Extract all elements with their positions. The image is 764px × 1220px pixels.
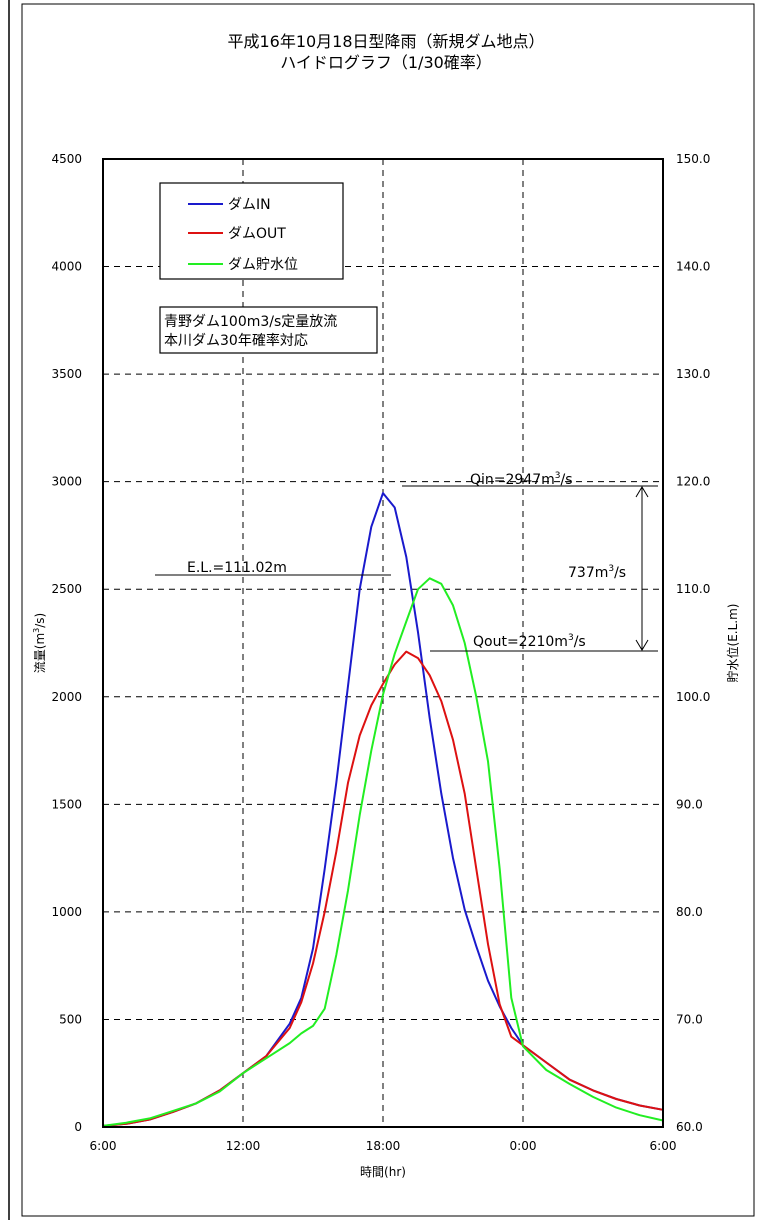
y-left-tick-label: 1500 [51, 797, 82, 811]
y-left-tick-label: 2000 [51, 690, 82, 704]
y-right-tick-label: 80.0 [676, 905, 703, 919]
plot-area-border [102, 158, 664, 1128]
y-left-tick-label: 3000 [51, 475, 82, 489]
el-annotation: E.L.=111.02m [187, 560, 287, 576]
y-left-tick-label: 0 [74, 1120, 82, 1134]
series-line-water-level [102, 577, 664, 1127]
y-left-tick-label: 4000 [51, 260, 82, 274]
qin-annotation: Qin=2947m3/s [470, 471, 573, 488]
x-tick-label: 18:00 [366, 1139, 401, 1153]
y-axis-label-left: 流量(m3/s) [32, 613, 47, 673]
y-left-tick-labels: 0 500 1000 1500 2000 2500 3000 3500 4000 4500 [51, 152, 82, 1134]
x-axis-label: 時間(hr) [360, 1165, 406, 1179]
info-box-line2: 本川ダム30年確率対応 [164, 332, 308, 349]
legend: ダムIN ダムOUT ダム貯水位 [159, 182, 344, 280]
info-box-line1: 青野ダム100m3/s定量放流 [164, 314, 337, 330]
x-tick-label: 0:00 [510, 1139, 537, 1153]
difference-arrow-head-down [635, 639, 649, 651]
difference-arrow-head-up [635, 486, 649, 498]
x-tick-label: 6:00 [90, 1139, 117, 1153]
info-box: 青野ダム100m3/s定量放流 本川ダム30年確率対応 [159, 306, 378, 354]
y-left-tick-label: 500 [59, 1012, 82, 1026]
y-axis-label-right: 貯水位(E.L.m) [725, 604, 740, 683]
legend-label-out: ダムOUT [228, 226, 286, 242]
outer-frame [21, 3, 755, 1217]
legend-label-in: ダムIN [228, 197, 271, 213]
y-right-tick-label: 70.0 [676, 1012, 703, 1026]
x-tick-label: 6:00 [650, 1139, 677, 1153]
y-right-tick-label: 150.0 [676, 152, 710, 166]
y-left-tick-label: 3500 [51, 367, 82, 381]
y-left-tick-label: 1000 [51, 905, 82, 919]
y-right-tick-label: 140.0 [676, 260, 710, 274]
y-left-tick-label: 2500 [51, 582, 82, 596]
y-left-tick-label: 4500 [51, 152, 82, 166]
qout-annotation: Qout=2210m3/s [473, 633, 586, 650]
chart-title-line2: ハイドログラフ（1/30確率） [280, 53, 492, 72]
info-box-frame [159, 306, 378, 354]
y-right-tick-label: 120.0 [676, 475, 710, 489]
y-right-tick-label: 130.0 [676, 367, 710, 381]
series-lines [102, 492, 664, 1127]
x-tick-label: 12:00 [226, 1139, 261, 1153]
y-right-tick-label: 110.0 [676, 582, 710, 596]
x-tick-labels: 6:00 12:00 18:00 0:00 6:00 [90, 1139, 677, 1153]
difference-annotation: 737m3/s [568, 564, 626, 581]
chart-title-line1: 平成16年10月18日型降雨（新規ダム地点） [227, 32, 544, 51]
legend-label-level: ダム貯水位 [228, 257, 298, 273]
y-right-tick-label: 100.0 [676, 690, 710, 704]
y-right-tick-label: 60.0 [676, 1120, 703, 1134]
annotations: Qin=2947m3/s Qout=2210m3/s 737m3/s E.L.=… [155, 471, 658, 652]
y-right-tick-labels: 60.0 70.0 80.0 90.0 100.0 110.0 120.0 130.0 140.… [676, 152, 710, 1134]
y-right-tick-label: 90.0 [676, 797, 703, 811]
